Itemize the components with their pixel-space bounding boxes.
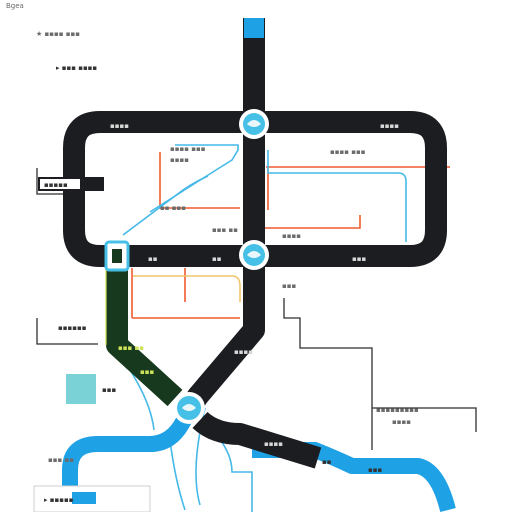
station-green-terminal[interactable] [104,240,130,272]
green-line [106,258,183,407]
station-ring-top[interactable] [239,109,269,139]
label-left-low: ▪▪▪ ▪▪ [48,456,74,464]
stations[interactable] [104,109,269,424]
black-ring [63,111,447,267]
label-left-mid: ▪▪▪▪▪▪ [58,324,87,332]
label-ring-bottom-mid: ▪▪ [212,255,222,263]
callout-left-bracket [36,168,68,195]
label-left-top-b: ▸ ▪▪▪ ▪▪▪▪ [56,64,97,72]
label-left-top-a: ★ ▪▪▪▪ ▪▪▪ [36,30,80,38]
label-right-b: ▪▪▪▪ [282,232,301,240]
label-ring-bottom-right: ▪▪▪ [352,255,366,263]
label-callout-left: ▪▪▪▪▪ [44,181,68,189]
label-bottom-blue-a: ▪▪ [322,458,332,466]
label-green-a: ▪▪▪ ▪▪ [118,344,144,352]
labels: Bgea ★ ▪▪▪▪ ▪▪▪ ▸ ▪▪▪ ▪▪▪▪ ▪▪▪▪ ▪▪▪▪ ▪▪▪… [6,2,419,504]
corner-label: Bgea [6,2,24,10]
label-bottom-black: ▪▪▪▪ [264,440,283,448]
label-center-b: ▪▪▪▪ [170,156,189,164]
callout-right-drop [283,298,373,450]
cyan-line-diagonal [122,175,209,236]
label-green-b: ▪▪▪ [140,368,154,376]
bottom-left-blue-tag [72,492,96,504]
key-box [66,374,96,404]
label-bottom-left: ▸ ▪▪▪▪▪ [44,496,74,504]
cyan-line-bottom [169,439,186,511]
label-bottom-blue-b: ▪▪▪ [368,466,382,474]
station-junction[interactable] [173,392,205,424]
label-right-low-a: ▪▪▪▪▪▪▪▪▪ [376,406,419,414]
label-right-c: ▪▪▪ [282,282,296,290]
cyan-line-upper [267,150,407,242]
label-diag-a: ▪▪▪▪ [234,348,253,356]
blue-line [62,400,456,512]
black-branch-south [192,411,322,469]
label-ring-right: ▪▪▪▪ [380,122,399,130]
callout-lines [36,168,477,450]
callout-left-mid [36,318,98,345]
station-ring-bottom[interactable] [239,240,269,270]
callout-right-low [372,407,477,432]
main-black-lines [63,18,447,469]
label-key-box: ▪▪▪ [102,386,116,394]
label-center-c: ▪▪ ▪▪▪ [160,204,186,212]
label-ring-left: ▪▪▪▪ [110,122,129,130]
label-right-a: ▪▪▪▪ ▪▪▪ [330,148,366,156]
callout-left-box-inner [40,179,80,189]
yellow-line [133,275,241,302]
label-center-a: ▪▪▪▪ ▪▪▪ [170,145,206,153]
label-center-d: ▪▪▪ ▪▪ [212,226,238,234]
blue-line-stub-top [244,18,264,38]
cyan-line-ring [149,144,239,213]
orange-line-right [258,215,361,229]
label-ring-bottom-left: ▪▪ [148,255,158,263]
label-right-low-b: ▪▪▪▪ [392,418,411,426]
